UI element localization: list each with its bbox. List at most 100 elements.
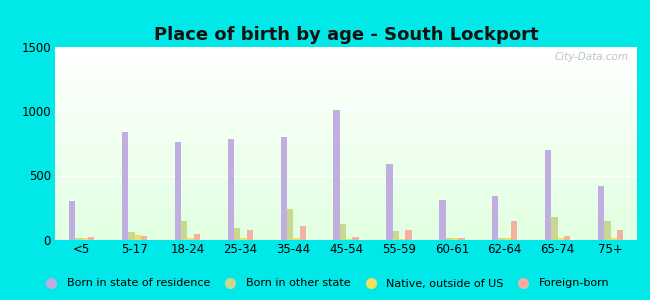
Bar <box>55 104 637 105</box>
Bar <box>55 212 637 213</box>
Bar <box>55 130 637 131</box>
Bar <box>55 153 637 154</box>
Bar <box>55 46 637 47</box>
Bar <box>445 238 452 240</box>
Bar <box>55 196 637 197</box>
Bar <box>175 142 181 240</box>
Bar <box>55 69 637 70</box>
Bar <box>55 101 637 102</box>
Bar <box>55 67 637 68</box>
Bar <box>247 230 253 240</box>
Bar <box>55 200 637 201</box>
Bar <box>452 238 458 240</box>
Bar <box>55 214 637 215</box>
Bar <box>55 71 637 72</box>
Bar <box>55 117 637 118</box>
Bar <box>55 58 637 59</box>
Bar <box>55 55 637 56</box>
Bar <box>55 154 637 155</box>
Bar <box>55 97 637 98</box>
Bar <box>604 221 610 240</box>
Bar <box>55 206 637 207</box>
Bar <box>55 216 637 217</box>
Bar <box>55 221 637 222</box>
Bar <box>55 150 637 151</box>
Bar <box>55 180 637 181</box>
Bar <box>55 176 637 177</box>
Bar <box>55 84 637 85</box>
Bar <box>55 213 637 214</box>
Legend: Born in state of residence, Born in other state, Native, outside of US, Foreign-: Born in state of residence, Born in othe… <box>36 274 614 293</box>
Bar <box>55 152 637 153</box>
Bar <box>55 66 637 67</box>
Bar <box>55 162 637 163</box>
Bar <box>55 80 637 81</box>
Bar <box>75 238 82 240</box>
Bar <box>55 111 637 112</box>
Bar <box>55 120 637 121</box>
Bar <box>55 48 637 49</box>
Bar <box>55 87 637 88</box>
Bar <box>55 81 637 82</box>
Bar <box>55 116 637 117</box>
Bar <box>55 50 637 51</box>
Bar <box>55 182 637 183</box>
Bar <box>55 164 637 165</box>
Bar <box>55 122 637 123</box>
Bar <box>55 128 637 129</box>
Bar <box>333 110 340 240</box>
Bar <box>55 76 637 77</box>
Bar <box>55 89 637 90</box>
Bar <box>69 201 75 240</box>
Bar <box>181 221 187 240</box>
Bar <box>55 233 637 234</box>
Bar <box>55 64 637 65</box>
Bar <box>406 230 411 240</box>
Bar <box>55 203 637 204</box>
Bar <box>194 234 200 240</box>
Bar <box>55 95 637 96</box>
Bar <box>55 208 637 209</box>
Bar <box>55 168 637 169</box>
Bar <box>55 60 637 61</box>
Bar <box>340 224 346 240</box>
Bar <box>55 236 637 237</box>
Bar <box>55 102 637 103</box>
Bar <box>55 143 637 144</box>
Bar <box>55 137 637 138</box>
Bar <box>293 238 300 240</box>
Bar <box>55 144 637 145</box>
Bar <box>55 132 637 133</box>
Bar <box>55 145 637 146</box>
Bar <box>55 157 637 158</box>
Bar <box>55 54 637 55</box>
Bar <box>55 230 637 231</box>
Bar <box>55 158 637 159</box>
Bar <box>55 190 637 191</box>
Bar <box>55 62 637 63</box>
Bar <box>55 68 637 69</box>
Bar <box>545 150 551 240</box>
Bar <box>55 199 637 200</box>
Bar <box>610 238 617 240</box>
Bar <box>55 61 637 62</box>
Bar <box>287 209 293 240</box>
Bar <box>55 156 637 157</box>
Bar <box>55 138 637 139</box>
Bar <box>55 222 637 223</box>
Bar <box>55 90 637 91</box>
Bar <box>55 100 637 101</box>
Bar <box>55 52 637 53</box>
Bar <box>55 226 637 227</box>
Bar <box>55 126 637 127</box>
Bar <box>55 74 637 75</box>
Bar <box>240 238 247 240</box>
Bar <box>55 98 637 99</box>
Bar <box>564 236 570 240</box>
Bar <box>55 141 637 142</box>
Bar <box>55 225 637 226</box>
Bar <box>55 193 637 194</box>
Bar <box>55 115 637 116</box>
Bar <box>122 132 128 240</box>
Bar <box>55 207 637 208</box>
